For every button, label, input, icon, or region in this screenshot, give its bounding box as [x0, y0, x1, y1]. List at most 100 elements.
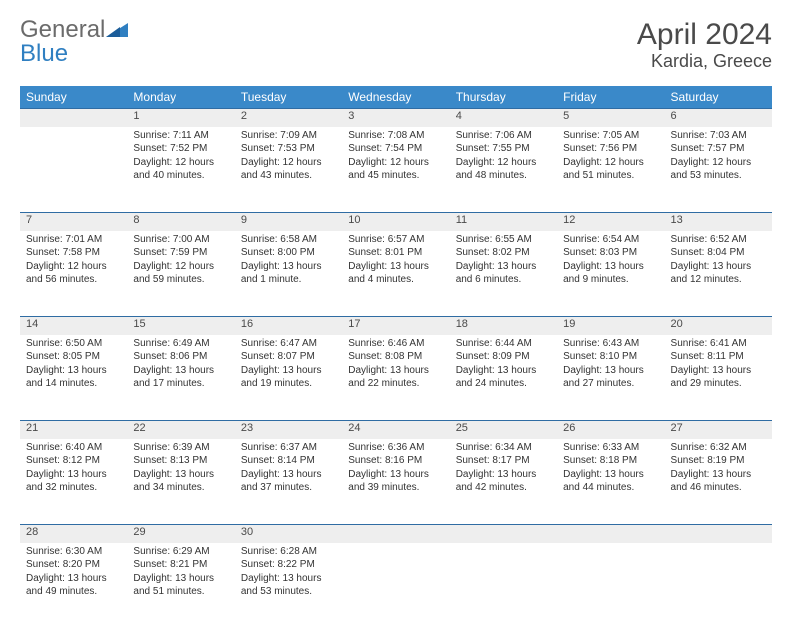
- daylight-text-1: Daylight: 13 hours: [563, 260, 658, 274]
- day-info-cell: Sunrise: 7:08 AMSunset: 7:54 PMDaylight:…: [342, 127, 449, 213]
- sunrise-text: Sunrise: 6:52 AM: [671, 233, 766, 247]
- day-info-cell: Sunrise: 6:50 AMSunset: 8:05 PMDaylight:…: [20, 335, 127, 421]
- day-number-cell: 4: [450, 109, 557, 127]
- day-number-cell: 2: [235, 109, 342, 127]
- day-number-cell: 19: [557, 317, 664, 335]
- daylight-text-2: and 43 minutes.: [241, 169, 336, 183]
- daylight-text-1: Daylight: 13 hours: [241, 468, 336, 482]
- sunset-text: Sunset: 8:19 PM: [671, 454, 766, 468]
- day-number-cell: 26: [557, 421, 664, 439]
- sunset-text: Sunset: 7:56 PM: [563, 142, 658, 156]
- month-title: April 2024: [637, 18, 772, 51]
- daylight-text-1: Daylight: 13 hours: [241, 260, 336, 274]
- day-number-cell: 15: [127, 317, 234, 335]
- sunrise-text: Sunrise: 7:01 AM: [26, 233, 121, 247]
- daylight-text-1: Daylight: 13 hours: [563, 364, 658, 378]
- sunset-text: Sunset: 8:10 PM: [563, 350, 658, 364]
- daylight-text-2: and 49 minutes.: [26, 585, 121, 599]
- daylight-text-2: and 51 minutes.: [133, 585, 228, 599]
- daylight-text-1: Daylight: 12 hours: [241, 156, 336, 170]
- day-number-cell: 1: [127, 109, 234, 127]
- day-info-cell: Sunrise: 7:05 AMSunset: 7:56 PMDaylight:…: [557, 127, 664, 213]
- day-number-row: 123456: [20, 109, 772, 127]
- sunset-text: Sunset: 8:16 PM: [348, 454, 443, 468]
- sunrise-text: Sunrise: 6:54 AM: [563, 233, 658, 247]
- weekday-header: Sunday: [20, 86, 127, 109]
- daylight-text-2: and 27 minutes.: [563, 377, 658, 391]
- sunset-text: Sunset: 7:58 PM: [26, 246, 121, 260]
- day-number-row: 78910111213: [20, 213, 772, 231]
- day-info-cell: Sunrise: 6:44 AMSunset: 8:09 PMDaylight:…: [450, 335, 557, 421]
- daylight-text-1: Daylight: 13 hours: [26, 468, 121, 482]
- sunset-text: Sunset: 8:05 PM: [26, 350, 121, 364]
- sunrise-text: Sunrise: 7:08 AM: [348, 129, 443, 143]
- sunset-text: Sunset: 8:07 PM: [241, 350, 336, 364]
- sunset-text: Sunset: 8:20 PM: [26, 558, 121, 572]
- day-number-cell: [20, 109, 127, 127]
- sunrise-text: Sunrise: 6:37 AM: [241, 441, 336, 455]
- day-info-row: Sunrise: 7:01 AMSunset: 7:58 PM Daylight:…: [20, 231, 772, 317]
- sunset-text: Sunset: 7:55 PM: [456, 142, 551, 156]
- daylight-text-2: and 19 minutes.: [241, 377, 336, 391]
- day-info-cell: Sunrise: 7:00 AMSunset: 7:59 PMDaylight:…: [127, 231, 234, 317]
- sunset-text: Sunset: 8:03 PM: [563, 246, 658, 260]
- day-info-cell: Sunrise: 6:33 AMSunset: 8:18 PMDaylight:…: [557, 439, 664, 525]
- weekday-header-row: Sunday Monday Tuesday Wednesday Thursday…: [20, 86, 772, 109]
- day-number-cell: 13: [665, 213, 772, 231]
- day-info-cell: [20, 127, 127, 213]
- daylight-text-1: Daylight: 13 hours: [133, 364, 228, 378]
- daylight-text-1: Daylight: 13 hours: [348, 260, 443, 274]
- sunrise-text: Sunrise: 7:05 AM: [563, 129, 658, 143]
- sunrise-text: Sunrise: 6:47 AM: [241, 337, 336, 351]
- day-number-cell: 29: [127, 525, 234, 543]
- day-number-cell: [665, 525, 772, 543]
- weekday-header: Tuesday: [235, 86, 342, 109]
- daylight-text-1: Daylight: 13 hours: [671, 364, 766, 378]
- daylight-text-2: and 45 minutes.: [348, 169, 443, 183]
- daylight-text-1: Daylight: 13 hours: [563, 468, 658, 482]
- sunrise-text: Sunrise: 7:11 AM: [133, 129, 228, 143]
- sunrise-text: Sunrise: 6:58 AM: [241, 233, 336, 247]
- daylight-text-2: and 12 minutes.: [671, 273, 766, 287]
- day-info-cell: [450, 543, 557, 629]
- day-number-cell: 14: [20, 317, 127, 335]
- day-info-cell: Sunrise: 7:01 AMSunset: 7:58 PMDaylight:…: [20, 231, 127, 317]
- sunrise-text: Sunrise: 6:43 AM: [563, 337, 658, 351]
- sunrise-text: Sunrise: 6:49 AM: [133, 337, 228, 351]
- sunset-text: Sunset: 8:12 PM: [26, 454, 121, 468]
- daylight-text-1: Daylight: 13 hours: [671, 468, 766, 482]
- day-info-cell: Sunrise: 6:46 AMSunset: 8:08 PMDaylight:…: [342, 335, 449, 421]
- sunrise-text: Sunrise: 6:34 AM: [456, 441, 551, 455]
- day-info-cell: Sunrise: 6:34 AMSunset: 8:17 PMDaylight:…: [450, 439, 557, 525]
- day-info-cell: Sunrise: 6:57 AMSunset: 8:01 PMDaylight:…: [342, 231, 449, 317]
- daylight-text-2: and 48 minutes.: [456, 169, 551, 183]
- daylight-text-2: and 29 minutes.: [671, 377, 766, 391]
- day-info-cell: Sunrise: 6:41 AMSunset: 8:11 PMDaylight:…: [665, 335, 772, 421]
- daylight-text-2: and 42 minutes.: [456, 481, 551, 495]
- daylight-text-2: and 46 minutes.: [671, 481, 766, 495]
- day-info-cell: Sunrise: 6:39 AMSunset: 8:13 PMDaylight:…: [127, 439, 234, 525]
- day-number-row: 21222324252627: [20, 421, 772, 439]
- day-number-cell: 25: [450, 421, 557, 439]
- daylight-text-1: Daylight: 12 hours: [348, 156, 443, 170]
- sunset-text: Sunset: 8:14 PM: [241, 454, 336, 468]
- daylight-text-2: and 59 minutes.: [133, 273, 228, 287]
- day-number-cell: 21: [20, 421, 127, 439]
- day-number-cell: 3: [342, 109, 449, 127]
- page-header: General Blue April 2024 Kardia, Greece: [20, 18, 772, 72]
- daylight-text-2: and 56 minutes.: [26, 273, 121, 287]
- sunrise-text: Sunrise: 6:39 AM: [133, 441, 228, 455]
- weekday-header: Monday: [127, 86, 234, 109]
- day-number-cell: 5: [557, 109, 664, 127]
- sunset-text: Sunset: 8:22 PM: [241, 558, 336, 572]
- day-number-cell: 27: [665, 421, 772, 439]
- sunset-text: Sunset: 8:02 PM: [456, 246, 551, 260]
- sunrise-text: Sunrise: 6:30 AM: [26, 545, 121, 559]
- daylight-text-1: Daylight: 13 hours: [456, 468, 551, 482]
- day-number-cell: 11: [450, 213, 557, 231]
- day-number-cell: [557, 525, 664, 543]
- day-number-cell: 22: [127, 421, 234, 439]
- day-number-cell: 12: [557, 213, 664, 231]
- day-number-cell: 7: [20, 213, 127, 231]
- sunrise-text: Sunrise: 6:33 AM: [563, 441, 658, 455]
